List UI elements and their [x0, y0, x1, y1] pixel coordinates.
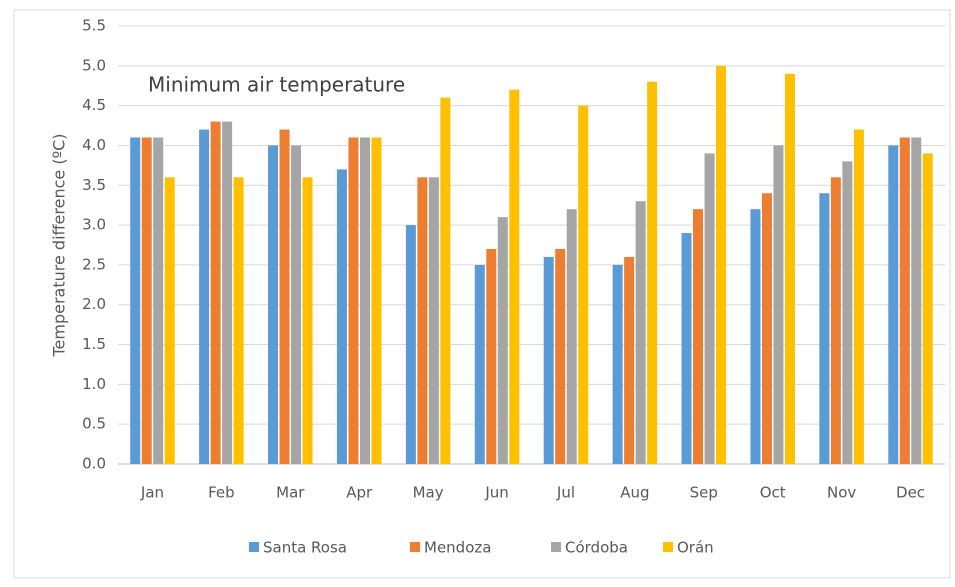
bar	[222, 121, 233, 465]
bar	[474, 264, 485, 464]
bar	[716, 65, 727, 465]
y-tick-label: 3.0	[82, 216, 106, 234]
bar	[784, 73, 795, 465]
bar	[842, 161, 853, 464]
x-tick-label: Apr	[346, 484, 373, 502]
bar	[819, 193, 830, 464]
bar	[647, 81, 658, 464]
bar	[761, 193, 772, 464]
bar	[750, 209, 761, 464]
bar	[693, 209, 704, 464]
bar	[624, 256, 635, 464]
x-tick-label: May	[413, 484, 444, 502]
bar	[130, 137, 141, 464]
y-tick-label: 3.5	[82, 176, 106, 194]
bar	[911, 137, 922, 464]
y-tick-label: 2.5	[82, 255, 106, 273]
bar	[210, 121, 221, 465]
x-tick-label: Jul	[556, 484, 575, 502]
bar	[543, 256, 554, 464]
bar	[497, 217, 508, 464]
bar	[578, 105, 589, 465]
bar	[291, 145, 302, 465]
bar	[428, 177, 439, 465]
bar	[153, 137, 164, 464]
bar	[888, 145, 899, 465]
x-tick-label: Sep	[690, 484, 718, 502]
bar	[440, 97, 451, 464]
bar	[371, 137, 382, 464]
bar	[704, 153, 715, 464]
y-tick-label: 5.5	[82, 17, 106, 35]
legend-swatch	[249, 542, 259, 552]
bar	[417, 177, 428, 465]
legend-label: Orán	[677, 539, 714, 557]
bar	[405, 225, 416, 464]
bar	[164, 177, 175, 465]
legend-label: Mendoza	[424, 539, 491, 557]
y-tick-label: 4.5	[82, 96, 106, 114]
chart-title: Minimum air temperature	[148, 73, 405, 97]
y-tick-label: 4.0	[82, 136, 106, 154]
bar	[359, 137, 370, 464]
y-tick-label: 1.0	[82, 375, 106, 393]
x-tick-label: Nov	[827, 484, 856, 502]
x-tick-label: Jan	[140, 484, 164, 502]
bar	[773, 145, 784, 465]
bar	[830, 177, 841, 465]
bar	[509, 89, 520, 464]
bar	[681, 233, 692, 464]
legend-swatch	[410, 542, 420, 552]
bar	[336, 169, 347, 464]
x-tick-label: Dec	[896, 484, 925, 502]
y-tick-label: 2.0	[82, 295, 106, 313]
bar	[486, 248, 497, 464]
bar	[279, 129, 290, 464]
y-axis-label: Temperature difference (ºC)	[50, 133, 69, 357]
legend-swatch	[663, 542, 673, 552]
legend-label: Córdoba	[565, 539, 628, 557]
bar	[612, 264, 623, 464]
y-tick-label: 5.0	[82, 56, 106, 74]
y-tick-label: 1.5	[82, 335, 106, 353]
bar	[566, 209, 577, 464]
x-tick-label: Mar	[276, 484, 305, 502]
bar	[922, 153, 933, 464]
bar	[141, 137, 152, 464]
bar	[199, 129, 210, 464]
bar	[268, 145, 279, 465]
bar	[853, 129, 864, 464]
bar	[635, 201, 646, 464]
bar	[233, 177, 244, 465]
y-tick-label: 0.5	[82, 415, 106, 433]
x-tick-label: Jun	[484, 484, 508, 502]
x-tick-label: Aug	[620, 484, 649, 502]
bar	[348, 137, 359, 464]
bar	[899, 137, 910, 464]
y-tick-label: 0.0	[82, 455, 106, 473]
bar	[302, 177, 313, 465]
bar	[555, 248, 566, 464]
legend-swatch	[551, 542, 561, 552]
x-tick-label: Feb	[208, 484, 235, 502]
legend-label: Santa Rosa	[263, 539, 347, 557]
x-tick-label: Oct	[760, 484, 786, 502]
